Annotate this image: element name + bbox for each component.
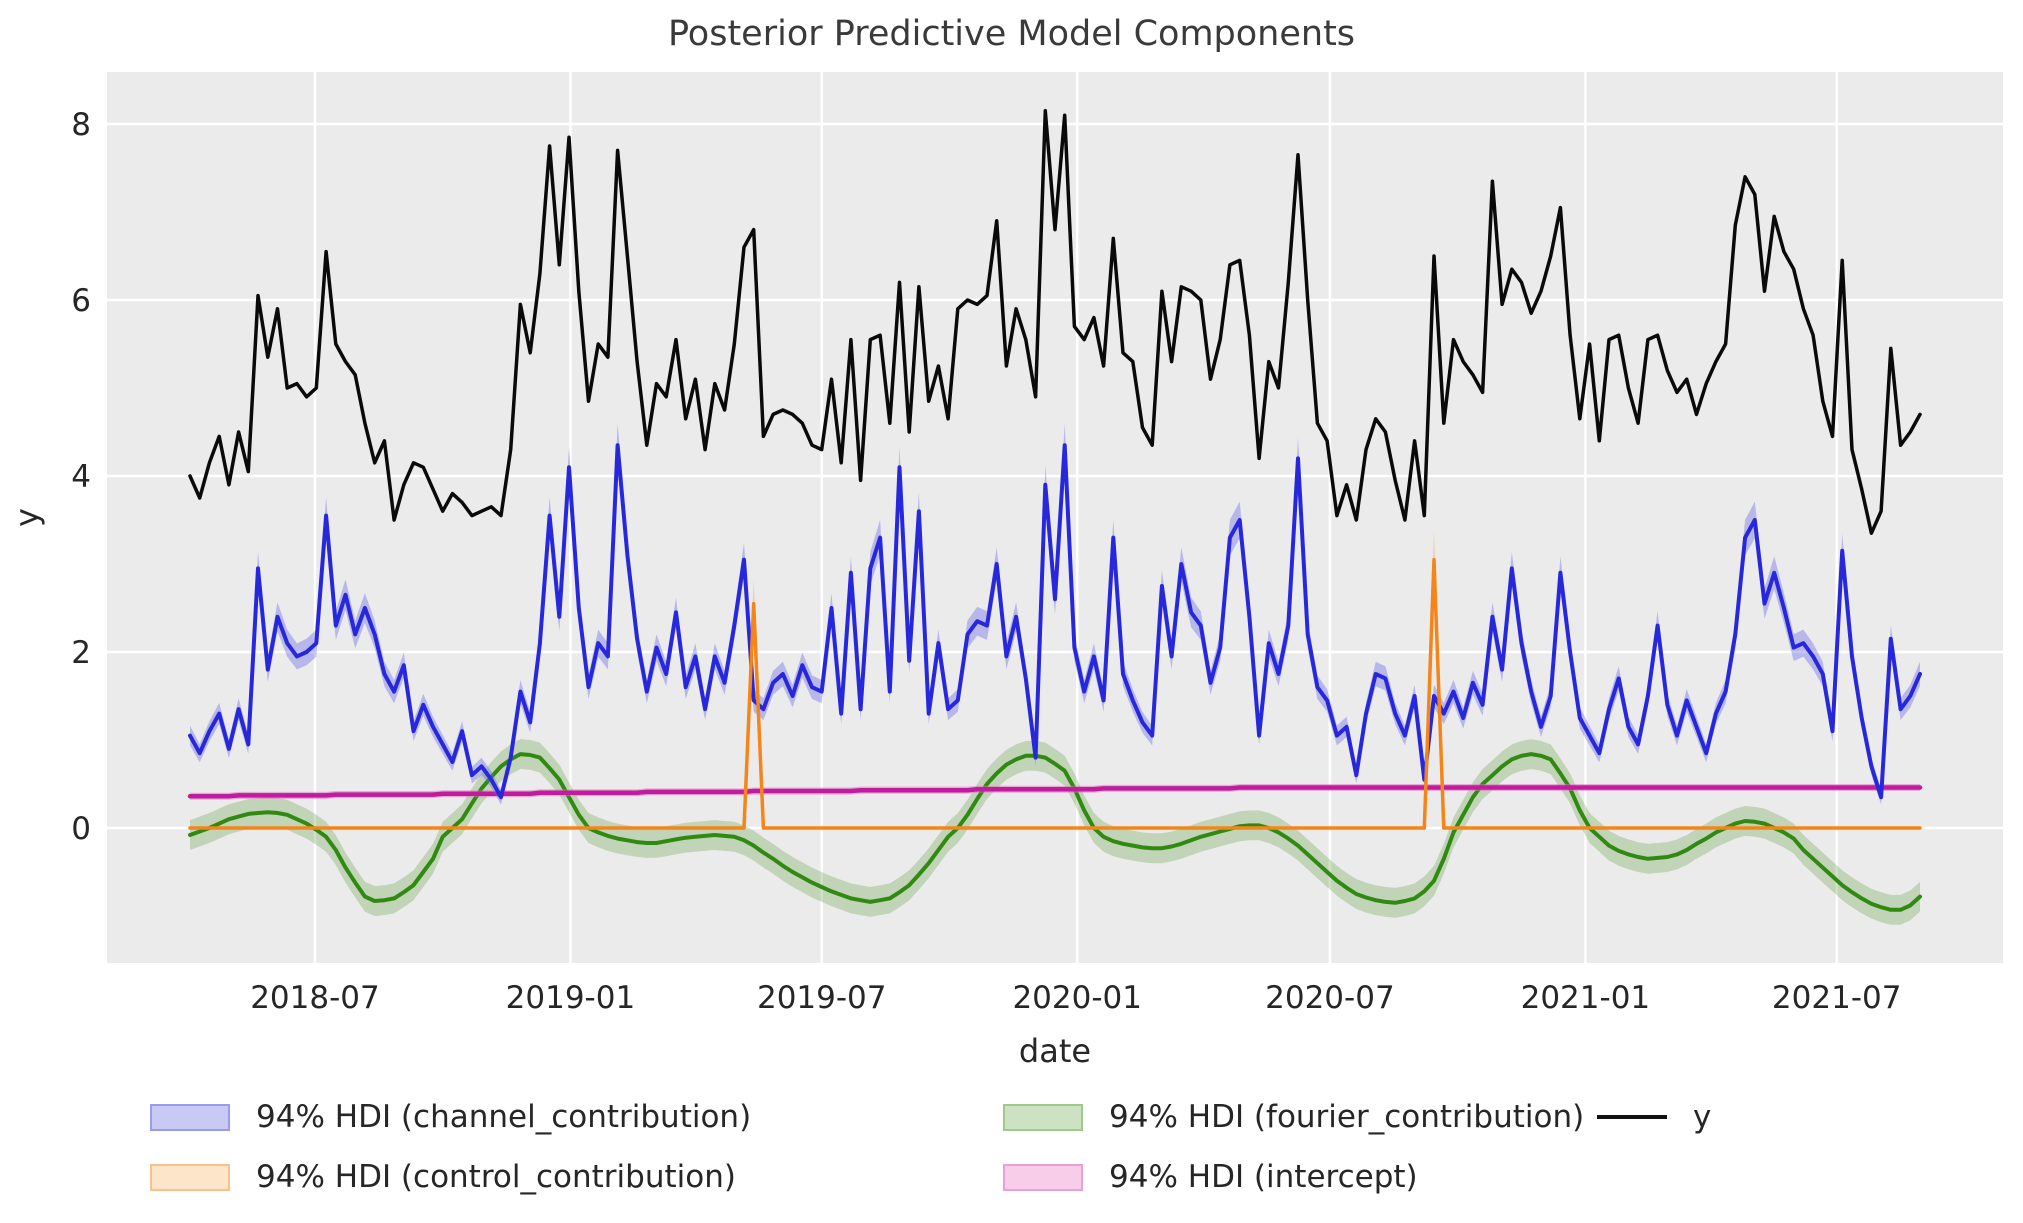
legend-entry--hdi-fourier_contribution-: 94% HDI (fourier_contribution): [1003, 1099, 1585, 1135]
x-tick-label: 2019-07: [757, 980, 887, 1016]
chart-title: Posterior Predictive Model Components: [667, 14, 1356, 54]
x-tick-label: 2021-01: [1521, 980, 1651, 1016]
x-tick-label: 2019-01: [506, 980, 636, 1016]
legend-label: 94% HDI (control_contribution): [256, 1159, 736, 1195]
legend-patch-icon: [1003, 1163, 1083, 1191]
legend-line-icon: [1597, 1115, 1667, 1119]
legend-label: 94% HDI (channel_contribution): [256, 1099, 752, 1135]
x-tick-label: 2020-01: [1012, 980, 1142, 1016]
x-tick-label: 2021-07: [1772, 980, 1902, 1016]
legend-label: y: [1693, 1099, 1712, 1135]
legend-label: 94% HDI (fourier_contribution): [1109, 1099, 1585, 1135]
y-tick-label: 2: [71, 635, 91, 671]
x-axis-label: date: [1019, 1032, 1091, 1070]
x-tick-label: 2020-07: [1265, 980, 1395, 1016]
intercept-line: [187, 785, 1923, 799]
y-axis-label: y: [8, 508, 46, 527]
y-tick-label: 0: [71, 811, 91, 847]
legend-entry--hdi-control_contribution-: 94% HDI (control_contribution): [150, 1159, 736, 1195]
control_contribution-line: [188, 557, 1922, 830]
legend-patch-icon: [150, 1103, 230, 1131]
y-tick-label: 4: [71, 459, 91, 495]
y-tick-label: 6: [71, 283, 91, 319]
legend-patch-icon: [150, 1163, 230, 1191]
channel_contribution-line: [188, 443, 1922, 800]
legend: 94% HDI (channel_contribution) 94% HDI (c…: [0, 1090, 2023, 1220]
y-tick-label: 8: [71, 107, 91, 143]
legend-entry--hdi-intercept-: 94% HDI (intercept): [1003, 1159, 1418, 1195]
legend-entry--hdi-channel_contribution-: 94% HDI (channel_contribution): [150, 1099, 752, 1135]
y-line: [188, 109, 1922, 535]
legend-entry-y: y: [1597, 1099, 1712, 1135]
legend-label: 94% HDI (intercept): [1109, 1159, 1418, 1195]
x-tick-label: 2018-07: [250, 980, 380, 1016]
legend-patch-icon: [1003, 1103, 1083, 1131]
